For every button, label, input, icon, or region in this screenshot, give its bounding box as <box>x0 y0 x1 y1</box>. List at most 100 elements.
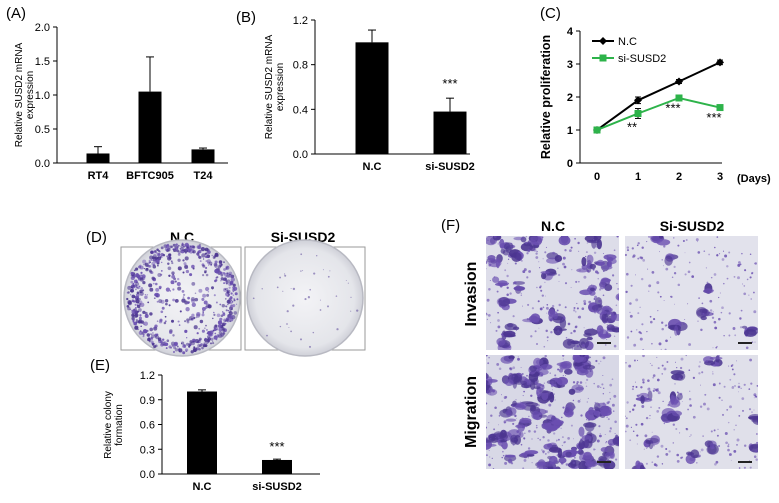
cell-cluster <box>604 284 613 291</box>
colony <box>226 267 228 269</box>
colony <box>159 340 163 344</box>
cell <box>546 274 549 277</box>
panel-f-row-migration: Migration <box>463 376 480 448</box>
cell <box>521 372 524 376</box>
cell <box>640 277 644 281</box>
cell <box>703 402 706 406</box>
colony <box>135 288 137 291</box>
colony <box>212 317 214 320</box>
cell-cluster <box>612 436 619 447</box>
cell-cluster <box>508 458 513 464</box>
cell <box>537 437 539 439</box>
cell <box>489 438 492 440</box>
cell-cluster <box>522 318 536 323</box>
colony <box>232 283 236 287</box>
cell <box>661 259 663 261</box>
colony <box>184 242 189 248</box>
cell <box>557 368 560 371</box>
cell <box>582 457 585 460</box>
cell <box>587 397 589 400</box>
colony <box>152 264 157 269</box>
cell <box>639 306 641 308</box>
colony <box>224 298 227 300</box>
colony <box>142 280 146 285</box>
cell <box>626 249 630 252</box>
colony <box>134 303 137 306</box>
x-tick-label: 2 <box>676 171 682 183</box>
colony <box>177 266 182 271</box>
field-invasion-si <box>625 236 758 350</box>
cell <box>486 268 487 270</box>
cell <box>580 438 583 441</box>
cell <box>526 252 529 255</box>
cell <box>637 462 640 464</box>
cell <box>549 372 551 374</box>
cell <box>489 280 491 281</box>
colony <box>187 301 190 305</box>
cell <box>562 256 566 260</box>
cell <box>545 410 549 414</box>
colony <box>174 343 178 347</box>
cell <box>684 319 686 321</box>
cell <box>677 283 681 287</box>
colony <box>165 302 168 306</box>
cell <box>745 346 749 350</box>
colony <box>199 344 202 348</box>
colony <box>215 301 218 304</box>
colony <box>193 316 196 320</box>
colony <box>158 319 163 324</box>
cell <box>589 370 592 372</box>
cell <box>617 288 619 290</box>
cell <box>606 324 608 326</box>
colony <box>148 269 152 273</box>
colony <box>155 282 158 286</box>
colony <box>204 248 206 251</box>
colony <box>186 318 190 322</box>
cell <box>598 299 602 303</box>
cell <box>517 357 520 361</box>
cell <box>486 298 490 302</box>
cell <box>660 348 662 350</box>
cell <box>563 265 567 269</box>
cell-cluster <box>581 435 592 441</box>
cell <box>646 241 648 243</box>
cell <box>672 442 675 444</box>
cell-cluster <box>540 271 550 274</box>
cell <box>594 401 597 404</box>
colony <box>208 264 210 266</box>
colony <box>221 327 225 330</box>
colony <box>188 345 191 348</box>
cell <box>702 312 705 315</box>
colony <box>157 256 160 259</box>
colony <box>150 250 154 254</box>
cell <box>625 430 627 433</box>
cell <box>625 272 629 276</box>
colony <box>182 259 185 262</box>
colony <box>213 335 218 340</box>
cell <box>681 400 683 402</box>
cell <box>551 304 555 308</box>
cell <box>583 275 587 279</box>
colony <box>189 343 192 346</box>
colony <box>177 250 181 254</box>
y-tick-label: 0.3 <box>140 444 155 456</box>
cell-cluster <box>558 457 567 464</box>
cell <box>542 258 544 260</box>
cell <box>682 239 685 243</box>
cell <box>522 395 524 397</box>
cell <box>753 409 755 411</box>
colony <box>148 283 153 288</box>
cell <box>658 406 661 409</box>
cell <box>576 345 579 348</box>
cell-cluster <box>596 259 605 266</box>
colony <box>227 265 229 268</box>
colony <box>177 320 180 323</box>
cell-cluster <box>575 386 584 391</box>
colony <box>143 329 148 334</box>
cell <box>755 330 757 332</box>
cell <box>625 361 627 364</box>
cell <box>490 414 493 417</box>
colony <box>224 288 227 291</box>
cell <box>528 415 530 418</box>
cell <box>593 448 596 451</box>
